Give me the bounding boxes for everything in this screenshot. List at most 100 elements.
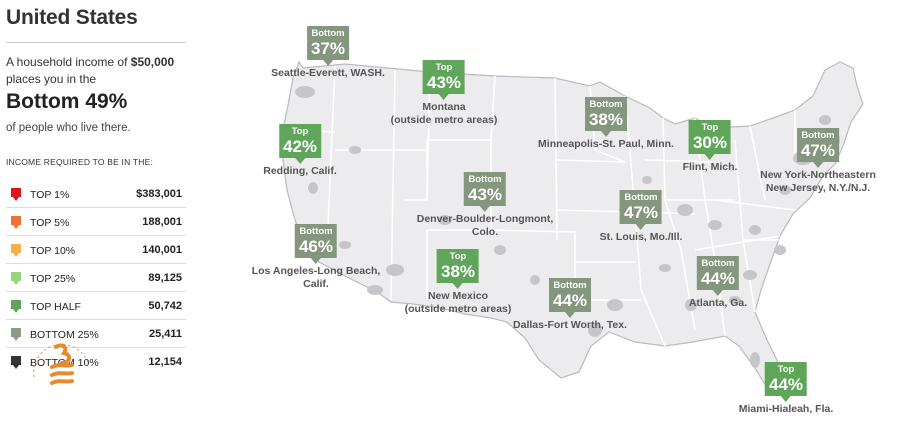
map-callout[interactable]: Top 38% New Mexico (outside metro areas) (405, 249, 511, 316)
map-callout[interactable]: Bottom 44% Atlanta, Ga. (689, 256, 747, 310)
marker-icon (11, 272, 21, 285)
state-border (694, 235, 781, 251)
marker-icon (11, 216, 21, 229)
metro-area (743, 270, 757, 280)
requirement-label: TOP HALF (30, 301, 81, 313)
marker-icon (11, 188, 21, 201)
callout-badge: Top 44% (765, 362, 807, 402)
callout-place: Seattle-Everett, WASH. (271, 67, 385, 79)
requirement-label: TOP 10% (30, 245, 76, 257)
callout-percent: 46% (298, 237, 334, 256)
metro-area (729, 296, 741, 304)
callout-place: Redding, Calif. (263, 165, 337, 177)
metro-area (349, 146, 361, 154)
requirement-value: 50,742 (148, 300, 182, 312)
requirement-row: TOP 25% 89,125 (6, 264, 186, 292)
metro-area (438, 215, 452, 225)
callout-badge: Bottom 46% (294, 224, 337, 264)
map-callout[interactable]: Top 44% Miami-Hialeah, Fla. (738, 362, 834, 416)
marker-icon (11, 328, 21, 341)
callout-place: St. Louis, Mo./Ill. (599, 231, 683, 243)
callout-percent: 38% (440, 262, 476, 281)
intro-before: A household income of (6, 55, 131, 69)
map-callout[interactable]: Bottom 47% St. Louis, Mo./Ill. (599, 190, 683, 244)
requirement-value: $383,001 (136, 188, 182, 200)
metro-area (530, 275, 540, 285)
callout-badge: Top 38% (437, 249, 479, 289)
metro-area (295, 86, 315, 98)
metro-area (774, 245, 786, 255)
callout-badge: Top 43% (423, 60, 465, 100)
callout-percent: 42% (282, 137, 318, 156)
metro-area (750, 352, 760, 368)
requirement-label: TOP 5% (30, 217, 70, 229)
callout-badge: Top 42% (279, 124, 321, 164)
intro-after: places you in the (6, 72, 97, 86)
callout-percent: 47% (623, 203, 659, 222)
map-area: Bottom 37% Seattle-Everett, WASH. Top 43% Mon… (195, 0, 897, 432)
callout-badge: Bottom 47% (796, 128, 839, 168)
callout-percent: 47% (800, 141, 836, 160)
state-border (644, 159, 716, 163)
metro-area (677, 204, 693, 216)
map-callout[interactable]: Bottom 47% New York-Northeastern New Jerse… (760, 128, 876, 195)
map-callout[interactable]: Bottom 46% Los Angeles-Long Beach, Calif. (251, 224, 381, 291)
metro-area (642, 176, 652, 184)
callout-place: Miami-Hialeah, Fla. (738, 403, 834, 415)
callout-percent: 37% (310, 39, 346, 58)
callout-place: Denver-Boulder-Longmont, Colo. (416, 213, 554, 238)
callout-rank: Top (291, 126, 309, 137)
state-border (714, 199, 796, 211)
metro-area (819, 115, 831, 125)
callout-badge: Bottom 38% (584, 97, 627, 137)
callout-place: Atlanta, Ga. (688, 297, 748, 309)
callout-badge: Bottom 44% (549, 278, 591, 318)
map-callout[interactable]: Bottom 37% Seattle-Everett, WASH. (271, 26, 385, 80)
callout-rank: Bottom (311, 28, 345, 39)
callout-rank: Bottom (468, 174, 502, 185)
map-callout[interactable]: Top 43% Montana (outside metro areas) (390, 60, 498, 127)
income-requirements-list: TOP 1% $383,001 TOP 5% 188,001 TOP 10% 140,00… (6, 180, 186, 375)
requirement-value: 140,001 (142, 244, 182, 256)
callout-place: Los Angeles-Long Beach, Calif. (251, 265, 381, 290)
state-border (556, 159, 626, 163)
callout-rank: Top (449, 251, 467, 262)
metro-area (708, 220, 722, 230)
sidebar: United States A household income of $50,… (6, 0, 188, 432)
state-border (680, 249, 696, 331)
callout-rank: Top (777, 364, 795, 375)
callout-place: Montana (outside metro areas) (390, 101, 498, 126)
metro-area (339, 241, 351, 249)
requirements-heading: INCOME REQUIRED TO BE IN THE: (6, 157, 154, 167)
requirement-value: 188,001 (142, 216, 182, 228)
callout-percent: 44% (552, 291, 588, 310)
requirement-value: 12,154 (148, 356, 182, 368)
title-divider (6, 42, 186, 43)
metro-area (685, 299, 697, 311)
callout-percent: 30% (692, 133, 728, 152)
state-border (640, 289, 666, 347)
map-callout[interactable]: Bottom 43% Denver-Boulder-Longmont, Colo. (416, 172, 554, 239)
callout-place: Dallas-Fort Worth, Tex. (513, 319, 627, 331)
metro-area (308, 182, 318, 194)
result-subline: of people who live there. (6, 122, 131, 134)
callout-percent: 43% (467, 185, 503, 204)
marker-icon (11, 356, 21, 369)
callout-percent: 38% (588, 110, 624, 129)
income-intro: A household income of $50,000 places you… (6, 54, 188, 88)
map-callout[interactable]: Bottom 38% Minneapolis-St. Paul, Minn. (538, 97, 674, 151)
map-callout[interactable]: Top 42% Redding, Calif. (263, 124, 337, 178)
state-border (554, 77, 558, 241)
callout-badge: Top 30% (688, 120, 731, 160)
callout-rank: Bottom (801, 130, 835, 141)
map-callout[interactable]: Top 30% Flint, Mich. (683, 120, 737, 174)
state-border (490, 229, 576, 300)
map-callout[interactable]: Bottom 44% Dallas-Fort Worth, Tex. (513, 278, 627, 332)
callout-place: New York-Northeastern New Jersey, N.Y./N… (760, 169, 876, 194)
marker-icon (11, 300, 21, 313)
metro-area (494, 245, 506, 255)
requirement-label: TOP 1% (30, 189, 70, 201)
requirement-row: TOP HALF 50,742 (6, 292, 186, 320)
callout-rank: Bottom (624, 192, 658, 203)
requirement-row: BOTTOM 25% 25,411 (6, 320, 186, 348)
